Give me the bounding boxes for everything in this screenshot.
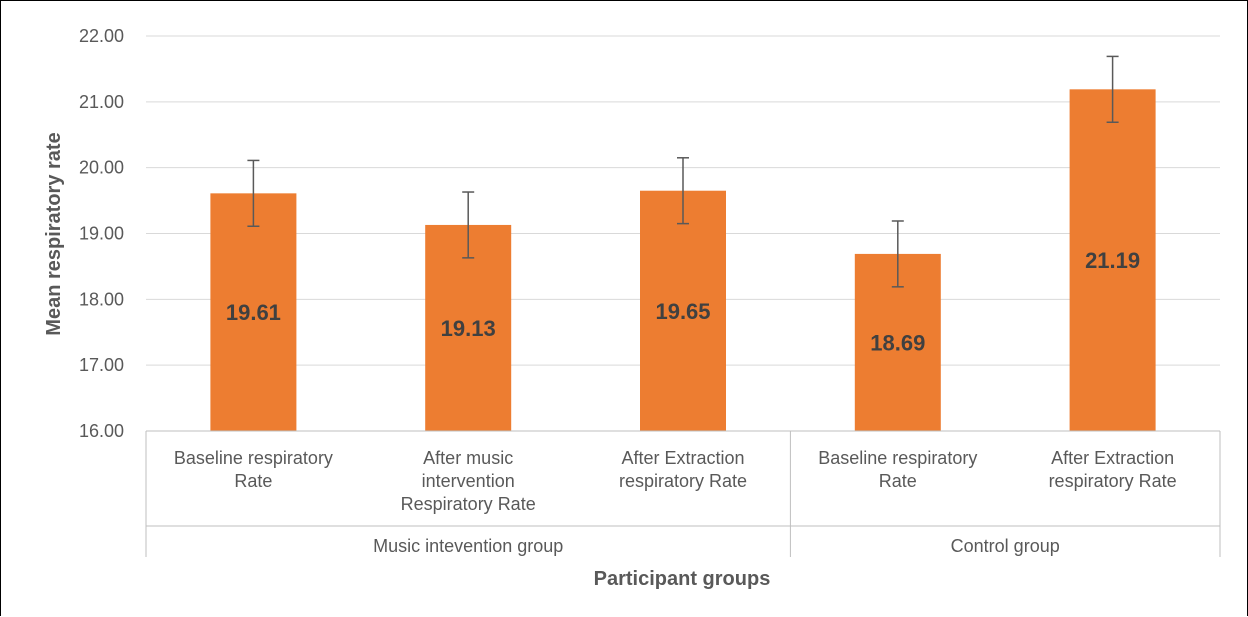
bar	[1069, 89, 1156, 431]
x-axis-lines	[145, 430, 1221, 557]
y-tick-label: 20.00	[79, 158, 124, 178]
bar	[210, 193, 297, 431]
bar	[425, 224, 512, 431]
y-axis-title: Mean respiratory rate	[43, 132, 65, 335]
error-bar	[891, 220, 904, 288]
data-label: 18.69	[870, 330, 925, 355]
x-tick-label: Baseline respiratory Rate	[818, 448, 977, 491]
bars	[210, 89, 1156, 431]
error-bar	[677, 157, 689, 225]
data-label: 19.13	[441, 316, 496, 341]
data-labels: 19.61 19.13 19.65 18.69 21.19	[226, 248, 1140, 355]
data-label: 21.19	[1085, 248, 1140, 273]
x-axis: Baseline respiratory Rate After music inter…	[145, 430, 1221, 557]
x-tick-label: After Extraction respiratory Rate	[619, 448, 747, 491]
bar	[640, 190, 726, 431]
error-bar	[1106, 55, 1119, 123]
error-bar	[462, 191, 475, 259]
data-label: 19.61	[226, 300, 281, 325]
y-tick-label: 18.00	[79, 289, 124, 309]
y-tick-label: 16.00	[79, 421, 124, 441]
error-bars	[247, 55, 1119, 288]
error-bar	[247, 159, 260, 228]
x-tick-label: Baseline respiratory Rate	[174, 448, 333, 491]
group-label: Control group	[951, 536, 1060, 556]
y-tick-label: 22.00	[79, 26, 124, 46]
y-tick-label: 21.00	[79, 92, 124, 112]
y-tick-label: 19.00	[79, 224, 124, 244]
x-tick-label: After Extraction respiratory Rate	[1049, 448, 1177, 491]
x-axis-title: Participant groups	[594, 568, 771, 590]
data-label: 19.65	[655, 299, 710, 324]
y-tick-labels: 16.00 17.00 18.00 19.00 20.00 21.00 22.00	[79, 26, 124, 441]
group-label: Music intevention group	[373, 536, 563, 556]
x-tick-label: After music intervention Respiratory Rate	[401, 448, 536, 514]
y-tick-label: 17.00	[79, 355, 124, 375]
